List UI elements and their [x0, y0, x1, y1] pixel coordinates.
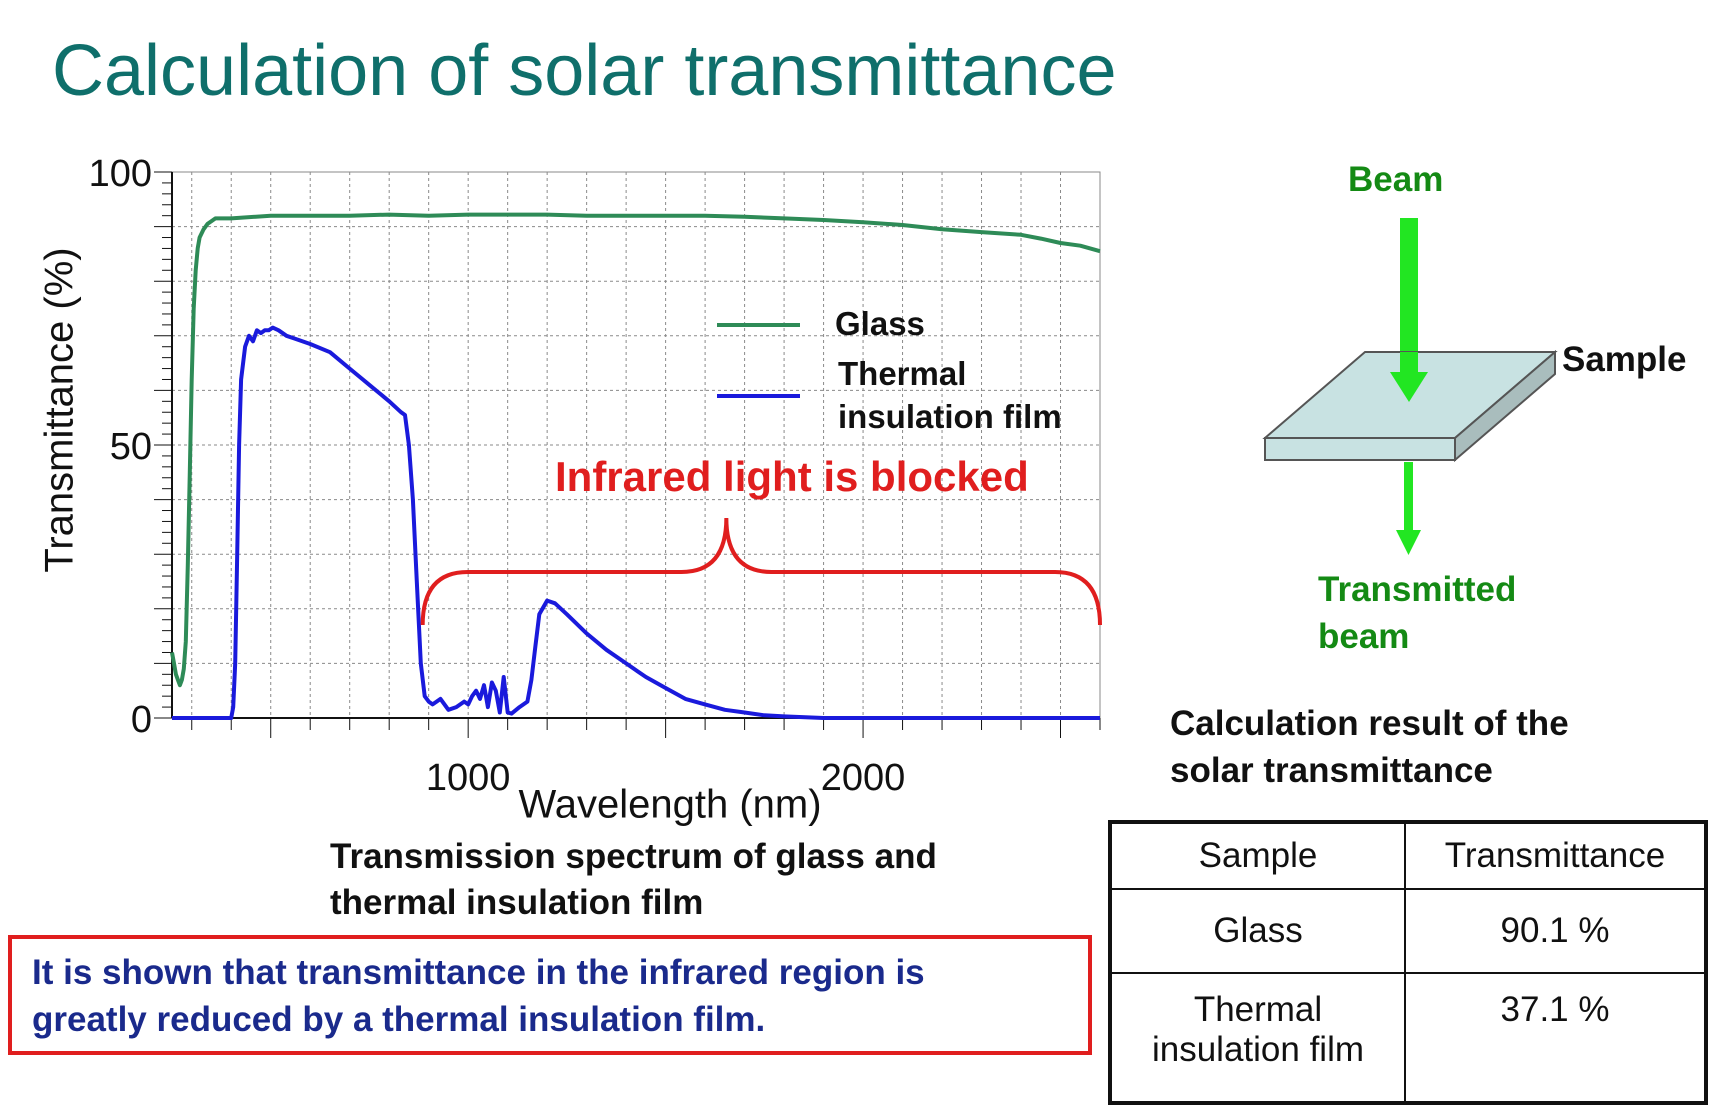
- chart-series: [170, 212, 1101, 720]
- result-title: Calculation result of the solar transmit…: [1170, 700, 1569, 794]
- beam-diagram: [1262, 218, 1558, 555]
- chart-caption: Transmission spectrum of glass and therm…: [330, 834, 937, 926]
- x-tick-label: 1000: [426, 757, 511, 799]
- brace-path: [420, 517, 1102, 626]
- cell-sample: Thermal insulation film: [1109, 972, 1406, 1104]
- transmitted-line2: beam: [1318, 617, 1410, 656]
- chart-legend: [717, 323, 800, 398]
- legend-label-film-line1: Thermal: [838, 355, 967, 392]
- y-tick-label: 50: [110, 426, 152, 468]
- cell-sample-line2: insulation film: [1151, 1030, 1365, 1069]
- conclusion-text: It is shown that transmittance in the in…: [32, 949, 925, 1043]
- y-axis-label: Transmittance (%): [37, 247, 82, 573]
- series-line-film: [172, 325, 1100, 720]
- sample-side-face: [1454, 349, 1556, 463]
- x-tick-label: 2000: [821, 757, 906, 799]
- sample-front-face: [1264, 437, 1456, 461]
- chart-axes: 0 50 100 1000 2000: [89, 153, 1101, 799]
- conclusion-line1: It is shown that transmittance in the in…: [32, 953, 925, 992]
- y-tick-label: 100: [89, 153, 152, 195]
- legend-label-glass: Glass: [835, 305, 925, 342]
- cell-transmittance: 37.1 %: [1404, 972, 1707, 1104]
- table-header-row: Sample Transmittance: [1109, 821, 1707, 890]
- header-transmittance: Transmittance: [1404, 821, 1707, 890]
- table-row: Thermal insulation film 37.1 %: [1109, 972, 1707, 1104]
- cell-sample: Glass: [1109, 888, 1406, 974]
- x-axis-label: Wavelength (nm): [518, 782, 822, 827]
- result-title-line1: Calculation result of the: [1170, 704, 1569, 743]
- transmitted-arrow-shaft: [1404, 462, 1413, 534]
- caption-line2: thermal insulation film: [330, 883, 704, 922]
- conclusion-box: It is shown that transmittance in the in…: [8, 935, 1092, 1055]
- infrared-annotation: Infrared light is blocked: [555, 453, 1029, 500]
- infrared-brace: [420, 517, 1102, 626]
- legend-label-film-line2: insulation film: [838, 398, 1062, 435]
- table-row: Glass 90.1 %: [1109, 888, 1707, 974]
- chart-grid: [171, 171, 1101, 719]
- page-title: Calculation of solar transmittance: [52, 31, 1117, 111]
- beam-arrow-shaft: [1400, 218, 1418, 368]
- transmitted-arrow-head: [1396, 530, 1421, 555]
- conclusion-line2: greatly reduced by a thermal insulation …: [32, 1000, 766, 1039]
- transmitted-line1: Transmitted: [1318, 570, 1517, 609]
- cell-transmittance: 90.1 %: [1404, 888, 1707, 974]
- beam-arrow-head-overlay: [1390, 372, 1428, 402]
- result-table: Sample Transmittance Glass 90.1 % Therma…: [1108, 820, 1708, 1105]
- header-sample: Sample: [1109, 821, 1406, 890]
- series-line-glass: [170, 212, 1101, 688]
- result-title-line2: solar transmittance: [1170, 751, 1493, 790]
- beam-label: Beam: [1348, 160, 1444, 199]
- transmitted-beam-label: Transmitted beam: [1318, 566, 1516, 660]
- caption-line1: Transmission spectrum of glass and: [330, 837, 937, 876]
- y-tick-label: 0: [131, 699, 152, 741]
- sample-label: Sample: [1562, 340, 1687, 379]
- cell-sample-line1: Thermal: [1193, 990, 1323, 1029]
